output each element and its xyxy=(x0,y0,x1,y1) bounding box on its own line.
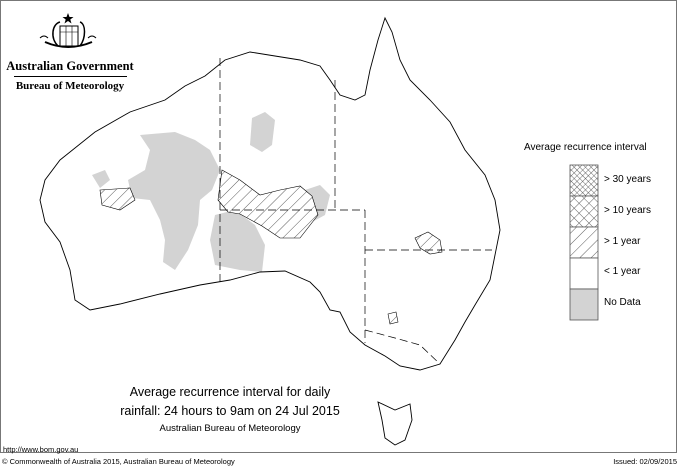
map-title-line1: Average recurrence interval for daily xyxy=(129,385,331,399)
no-data-region-wa xyxy=(128,132,220,270)
no-data-region-nt xyxy=(250,112,275,152)
map-frame xyxy=(0,0,677,453)
state-borders xyxy=(219,58,492,365)
copyright: © Commonwealth of Australia 2015, Austra… xyxy=(2,457,235,466)
hatch-region-nsw xyxy=(387,311,399,325)
legend-swatches xyxy=(569,164,599,321)
legend-swatch-nodata xyxy=(569,288,599,321)
issued-date: Issued: 02/09/2015 xyxy=(613,457,677,466)
coat-of-arms-logo xyxy=(39,13,97,48)
logo-divider xyxy=(14,76,127,77)
agency-name: Bureau of Meteorology xyxy=(15,80,125,92)
legend-title: Average recurrence interval xyxy=(524,142,647,153)
star-icon xyxy=(62,13,74,24)
map-source: Australian Bureau of Meteorology xyxy=(159,423,301,434)
no-data-regions xyxy=(92,112,443,325)
legend-label: > 1 year xyxy=(604,236,641,247)
org-name: Australian Government xyxy=(6,59,134,73)
legend-label: < 1 year xyxy=(604,266,641,277)
tasmania xyxy=(377,401,413,446)
legend-swatch-10y xyxy=(569,195,599,228)
legend-label: > 10 years xyxy=(604,205,651,216)
legend-swatch-1y xyxy=(569,226,599,259)
no-data-region-central xyxy=(210,210,265,272)
legend-label: No Data xyxy=(604,297,641,308)
legend-label: > 30 years xyxy=(604,174,651,185)
hatch-region-wa xyxy=(99,187,136,211)
legend-swatch-30y xyxy=(569,164,599,197)
website-link[interactable]: http://www.bom.gov.au xyxy=(3,445,79,454)
hatch-region-main xyxy=(217,169,319,239)
hatch-region-qld xyxy=(414,231,443,255)
legend-swatch-lt1y xyxy=(569,257,599,290)
no-data-region-small xyxy=(92,170,110,188)
map-title-line2: rainfall: 24 hours to 9am on 24 Jul 2015 xyxy=(120,404,340,418)
